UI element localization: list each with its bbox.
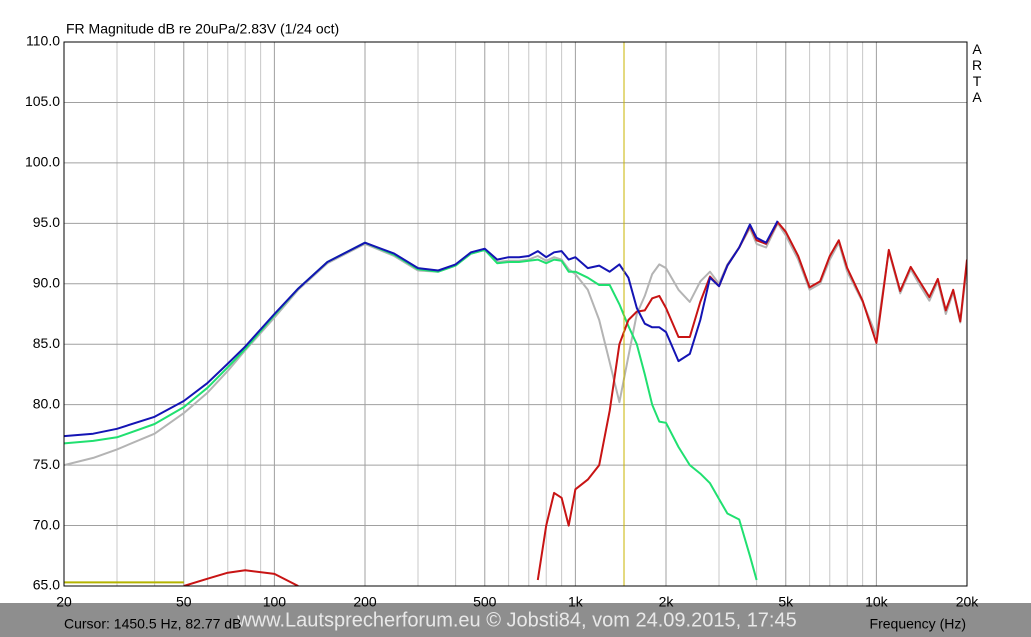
y-tick-label: 100.0 [25, 154, 60, 170]
y-tick-label: 65.0 [33, 577, 60, 593]
y-tick-label: 75.0 [33, 456, 60, 472]
chart-title: FR Magnitude dB re 20uPa/2.83V (1/24 oct… [66, 21, 339, 37]
x-tick-label: 100 [263, 594, 287, 610]
x-tick-label: 2k [659, 594, 675, 610]
x-tick-label: 10k [865, 594, 889, 610]
y-tick-label: 110.0 [26, 33, 60, 49]
series-line [183, 569, 299, 586]
series-line [64, 241, 758, 581]
watermark: www.Lautsprecherforum.eu © Jobsti84, vom… [236, 609, 797, 631]
x-tick-label: 20 [56, 594, 72, 610]
plot-frame-bg [64, 42, 967, 586]
x-tick-label: 200 [353, 594, 377, 610]
footer-band [0, 603, 1031, 637]
x-tick-label: 20k [956, 594, 980, 610]
y-tick-label: 90.0 [33, 274, 60, 290]
series-line [64, 220, 779, 438]
series-group [64, 220, 967, 586]
x-axis-label: Frequency (Hz) [870, 616, 966, 632]
y-tick-label: 70.0 [33, 516, 60, 532]
x-tick-label: 1k [568, 594, 584, 610]
y-tick-label: 85.0 [33, 335, 60, 351]
cursor-label: Cursor: 1450.5 Hz, 82.77 dB [64, 616, 241, 632]
y-tick-label: 95.0 [33, 214, 60, 230]
x-tick-label: 500 [473, 594, 497, 610]
x-tick-label: 5k [778, 594, 794, 610]
y-tick-label: 80.0 [33, 395, 60, 411]
x-tick-label: 50 [176, 594, 192, 610]
plot-frame [63, 41, 968, 587]
y-tick-label: 105.0 [25, 93, 60, 109]
